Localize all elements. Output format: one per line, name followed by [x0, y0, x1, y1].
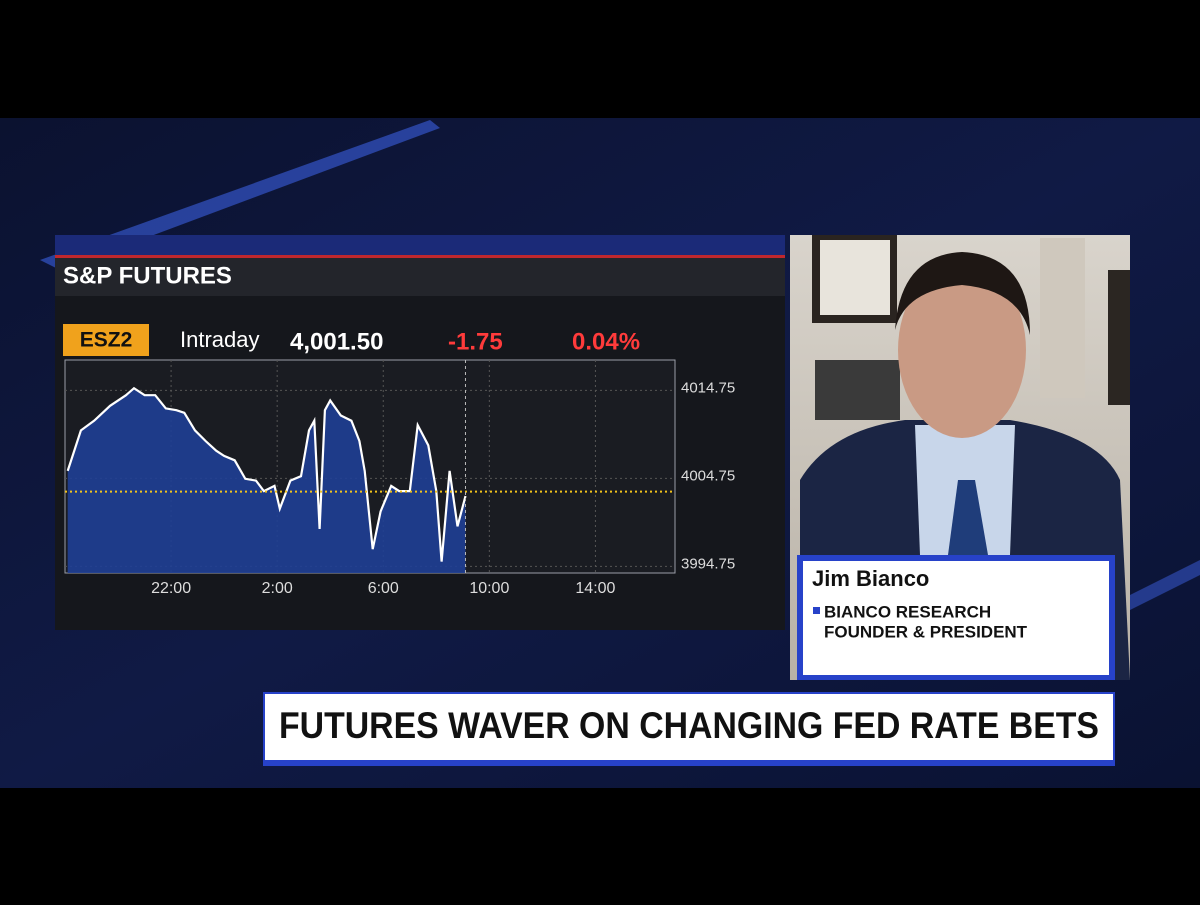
chair — [815, 360, 900, 420]
tie — [948, 480, 988, 555]
change-percent: 0.04% — [572, 328, 640, 355]
face — [898, 262, 1026, 438]
x-tick-label: 14:00 — [575, 580, 615, 597]
x-tick-label: 2:00 — [262, 580, 293, 597]
name-box — [803, 561, 1109, 675]
period: Intraday — [180, 327, 260, 352]
change: -1.75 — [448, 328, 503, 355]
guest-name: Jim Bianco — [812, 566, 929, 591]
headline: FUTURES WAVER ON CHANGING FED RATE BETS — [279, 705, 1099, 746]
wall-frame — [1108, 270, 1130, 405]
plot: 3994.75 4004.75 4014.75 22:00 2:00 6:00 10:00 1… — [64, 359, 735, 597]
y-tick-label: 4004.75 — [681, 467, 735, 484]
x-tick-label: 10:00 — [469, 580, 509, 597]
x-tick-label: 6:00 — [368, 580, 399, 597]
chart-title: S&P FUTURES — [63, 262, 232, 289]
y-tick-label: 3994.75 — [681, 555, 735, 572]
panel-band — [55, 235, 785, 257]
ticker-badge — [63, 324, 149, 356]
area — [67, 388, 466, 573]
guest-title: BIANCO RESEARCH — [824, 602, 991, 621]
wall-frame — [820, 240, 890, 315]
headline-box — [265, 694, 1113, 760]
price-line — [66, 386, 467, 562]
bullet — [813, 607, 820, 614]
panel-rule — [55, 255, 785, 258]
door — [1040, 238, 1085, 398]
hair — [895, 252, 1030, 335]
ticker: ESZ2 — [80, 329, 133, 352]
x-tick-label: 22:00 — [151, 580, 191, 597]
light-streak — [40, 120, 440, 270]
price: 4,001.50 — [290, 328, 383, 355]
guest-title: FOUNDER & PRESIDENT — [824, 622, 1028, 641]
y-tick-label: 4014.75 — [681, 379, 735, 396]
panel-header — [55, 258, 785, 296]
